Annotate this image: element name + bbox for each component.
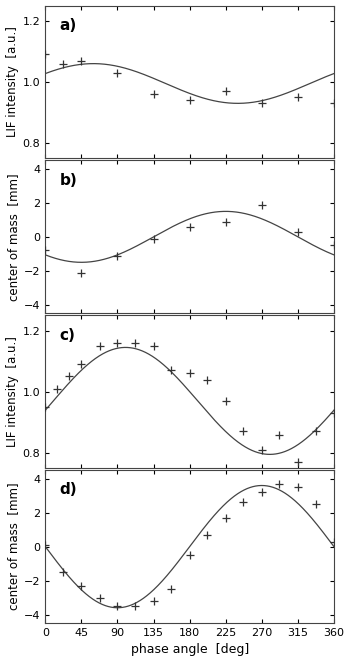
Point <box>115 250 120 261</box>
Point <box>187 550 192 561</box>
Point <box>276 429 282 440</box>
Point <box>331 536 337 547</box>
Point <box>187 95 192 106</box>
Point <box>240 426 246 437</box>
Point <box>259 199 265 210</box>
Point <box>223 86 229 97</box>
Point <box>331 98 337 109</box>
Point <box>313 426 318 437</box>
Point <box>97 340 103 351</box>
Point <box>115 338 120 348</box>
Point <box>55 383 60 394</box>
Point <box>295 226 301 237</box>
X-axis label: phase angle  [deg]: phase angle [deg] <box>131 643 249 657</box>
Point <box>97 592 103 603</box>
Point <box>115 600 120 611</box>
Point <box>187 221 192 232</box>
Point <box>79 55 84 66</box>
Point <box>60 567 66 577</box>
Point <box>259 98 265 109</box>
Point <box>204 530 210 540</box>
Point <box>276 479 282 489</box>
Text: a): a) <box>60 18 77 33</box>
Point <box>43 245 48 256</box>
Point <box>223 512 229 523</box>
Text: d): d) <box>60 483 77 497</box>
Point <box>79 359 84 369</box>
Text: b): b) <box>60 173 77 187</box>
Text: c): c) <box>60 328 76 342</box>
Y-axis label: LIF intensity  [a.u.]: LIF intensity [a.u.] <box>6 26 19 138</box>
Point <box>132 600 138 611</box>
Y-axis label: center of mass  [mm]: center of mass [mm] <box>7 483 20 610</box>
Point <box>168 584 174 594</box>
Point <box>331 408 337 418</box>
Point <box>223 396 229 406</box>
Point <box>168 365 174 375</box>
Point <box>313 499 318 510</box>
Point <box>295 482 301 493</box>
Point <box>259 487 265 498</box>
Point <box>60 58 66 69</box>
Point <box>331 240 337 251</box>
Point <box>43 49 48 60</box>
Point <box>43 402 48 412</box>
Point <box>79 267 84 278</box>
Point <box>204 374 210 385</box>
Point <box>187 368 192 379</box>
Point <box>295 457 301 467</box>
Point <box>151 596 156 606</box>
Point <box>43 540 48 550</box>
Point <box>259 444 265 455</box>
Point <box>295 92 301 103</box>
Point <box>132 338 138 348</box>
Point <box>66 371 72 382</box>
Y-axis label: center of mass  [mm]: center of mass [mm] <box>7 173 20 301</box>
Point <box>151 89 156 99</box>
Point <box>151 340 156 351</box>
Point <box>79 581 84 591</box>
Point <box>151 233 156 244</box>
Point <box>240 497 246 508</box>
Y-axis label: LIF intensity  [a.u.]: LIF intensity [a.u.] <box>6 336 19 447</box>
Point <box>223 216 229 227</box>
Point <box>115 68 120 78</box>
